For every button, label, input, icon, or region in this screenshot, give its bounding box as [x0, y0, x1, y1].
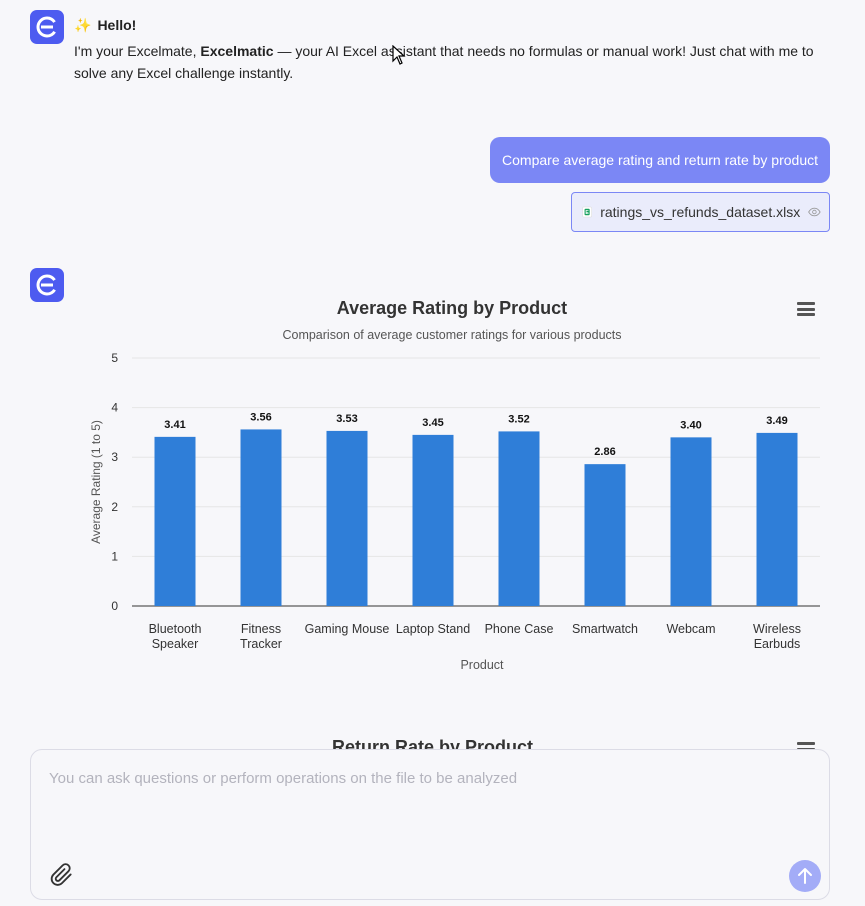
- bar-bluetooth-speaker: [154, 436, 196, 606]
- data-label: 3.53: [336, 413, 357, 425]
- file-name: ratings_vs_refunds_dataset.xlsx: [600, 204, 801, 220]
- attach-paperclip-icon[interactable]: [49, 862, 75, 888]
- data-label: 3.45: [422, 417, 443, 429]
- greeting-title: Hello!: [97, 17, 137, 33]
- data-label: 3.56: [250, 411, 271, 423]
- excelmatic-logo-icon: [36, 274, 58, 296]
- attached-file-chip[interactable]: E ratings_vs_refunds_dataset.xlsx: [571, 192, 830, 232]
- y-tick-label: 2: [111, 500, 118, 514]
- data-label: 3.40: [680, 419, 701, 431]
- message-input[interactable]: [49, 770, 789, 787]
- excel-file-icon: E: [582, 206, 592, 218]
- bar-gaming-mouse: [326, 430, 368, 606]
- x-tick-label: Laptop Stand: [396, 622, 470, 636]
- y-tick-label: 0: [111, 599, 118, 613]
- y-tick-label: 5: [111, 351, 118, 365]
- greeting-message: ✨ Hello! I'm your Excelmate, Excelmatic …: [74, 14, 834, 84]
- rating-chart: Average Rating by Product Comparison of …: [70, 290, 830, 690]
- assistant-avatar-2: [30, 268, 64, 302]
- y-tick-label: 4: [111, 401, 118, 415]
- excelmatic-logo-icon: [36, 16, 58, 38]
- chart-menu-icon[interactable]: [797, 302, 815, 316]
- y-axis-label: Average Rating (1 to 5): [89, 420, 103, 544]
- user-message-text: Compare average rating and return rate b…: [502, 152, 818, 168]
- greeting-body-suffix: — your AI Excel assistant that needs no …: [74, 43, 814, 81]
- x-axis-label: Product: [460, 658, 504, 672]
- sparkle-icon: ✨: [74, 16, 92, 33]
- assistant-avatar: [30, 10, 64, 44]
- user-message-bubble: Compare average rating and return rate b…: [490, 137, 830, 183]
- chart-subtitle: Comparison of average customer ratings f…: [282, 328, 622, 342]
- x-tick-label: Webcam: [666, 622, 715, 636]
- preview-eye-icon[interactable]: [808, 205, 821, 219]
- x-tick-label: Gaming Mouse: [305, 622, 390, 636]
- data-label: 3.41: [164, 419, 185, 431]
- chart-canvas: 0 1 2 3 4 5 Average Rating (1 to 5) 3.41 Bluetoo…: [89, 351, 820, 672]
- bar-fitness-tracker: [240, 429, 282, 606]
- arrow-up-icon: [798, 868, 812, 884]
- data-label: 2.86: [594, 446, 615, 458]
- greeting-title-row: ✨ Hello!: [74, 14, 834, 36]
- x-tick-label: Fitness Tracker: [240, 622, 282, 651]
- greeting-body-prefix: I'm your Excelmate,: [74, 43, 201, 59]
- x-tick-label: Wireless Earbuds: [753, 622, 801, 651]
- chart-title: Average Rating by Product: [336, 298, 568, 318]
- send-button[interactable]: [789, 860, 821, 892]
- y-tick-label: 1: [111, 549, 118, 563]
- bar-smartwatch: [584, 464, 626, 606]
- data-label: 3.52: [508, 413, 529, 425]
- message-composer: [30, 749, 830, 900]
- bar-laptop-stand: [412, 434, 454, 606]
- greeting-brand-name: Excelmatic: [200, 43, 274, 59]
- bar-webcam: [670, 437, 712, 606]
- y-tick-label: 3: [111, 450, 118, 464]
- x-tick-label: Smartwatch: [572, 622, 638, 636]
- svg-text:E: E: [585, 210, 589, 216]
- bar-wireless-earbuds: [756, 432, 798, 606]
- bar-phone-case: [498, 431, 540, 606]
- data-label: 3.49: [766, 415, 787, 427]
- mouse-cursor-icon: [392, 45, 406, 65]
- x-tick-label: Phone Case: [485, 622, 554, 636]
- greeting-body: I'm your Excelmate, Excelmatic — your AI…: [74, 40, 834, 84]
- x-tick-label: Bluetooth Speaker: [149, 622, 202, 651]
